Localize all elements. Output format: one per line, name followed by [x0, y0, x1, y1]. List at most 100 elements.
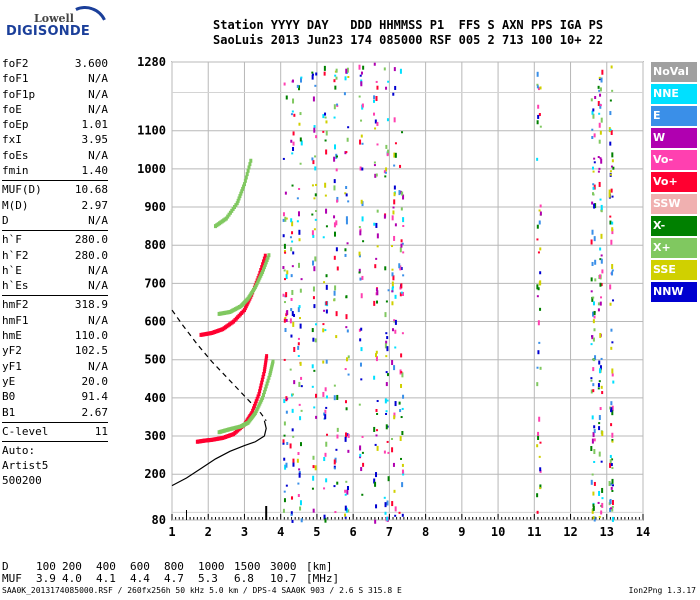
- noise-mark: [611, 516, 614, 522]
- noise-mark: [386, 440, 389, 443]
- noise-mark: [598, 516, 601, 519]
- param-row: hmE 110.0: [2, 328, 108, 343]
- trace-point: [258, 386, 262, 391]
- param-row: C-level 11: [2, 424, 108, 439]
- noise-mark: [325, 359, 328, 364]
- noise-mark: [537, 251, 540, 254]
- noise-mark: [359, 362, 362, 367]
- x-tick-label: 14: [636, 525, 650, 539]
- noise-mark: [601, 391, 604, 395]
- noise-mark: [345, 185, 348, 189]
- param-name: foE: [2, 102, 22, 116]
- noise-mark: [611, 458, 614, 461]
- legend-item: NNW: [651, 282, 697, 302]
- noise-mark: [312, 337, 315, 342]
- noise-mark: [391, 437, 394, 440]
- param-value: N/A: [88, 102, 108, 116]
- noise-mark: [375, 504, 378, 509]
- trace-point: [260, 265, 264, 270]
- noise-mark: [399, 247, 402, 253]
- noise-mark: [359, 166, 362, 171]
- noise-mark: [290, 513, 293, 516]
- noise-mark: [291, 519, 294, 523]
- scaled-parameters-panel: foF2 3.600 foF1 N/A foF1p N/A foE N/A foEp 1.01 fx…: [2, 56, 108, 488]
- noise-mark: [592, 296, 595, 299]
- noise-mark: [361, 142, 364, 145]
- noise-mark: [336, 104, 339, 107]
- param-value: N/A: [88, 72, 108, 86]
- noise-mark: [592, 301, 595, 306]
- noise-mark: [592, 383, 595, 387]
- noise-mark: [391, 215, 394, 221]
- x-tick-label: 10: [491, 525, 505, 539]
- noise-mark: [291, 428, 294, 432]
- noise-mark: [384, 266, 387, 271]
- noise-mark: [345, 151, 348, 154]
- noise-mark: [609, 99, 612, 102]
- trace-point: [261, 374, 265, 379]
- footer-value: 1500: [234, 560, 261, 573]
- noise-mark: [599, 274, 602, 279]
- noise-mark: [299, 323, 302, 329]
- trace-point: [263, 387, 267, 392]
- noise-mark: [400, 353, 403, 358]
- noise-mark: [611, 489, 614, 492]
- y-tick-label: 400: [144, 391, 166, 405]
- noise-mark: [333, 222, 336, 228]
- noise-mark: [598, 415, 601, 421]
- param-name: foEs: [2, 148, 29, 162]
- noise-mark: [333, 79, 336, 83]
- noise-mark: [391, 281, 394, 287]
- noise-mark: [344, 489, 347, 493]
- trace-point: [242, 184, 246, 189]
- legend-item: SSW: [651, 194, 697, 214]
- noise-mark: [374, 481, 377, 487]
- noise-mark: [333, 290, 336, 296]
- param-name: foF2: [2, 57, 29, 70]
- noise-mark: [323, 309, 326, 312]
- noise-mark: [322, 114, 325, 119]
- param-value: 2.97: [81, 198, 109, 212]
- noise-mark: [401, 291, 404, 296]
- noise-mark: [536, 238, 539, 241]
- noise-mark: [325, 301, 328, 306]
- legend-item: NNE: [651, 84, 697, 104]
- noise-mark: [592, 505, 595, 511]
- noise-mark: [376, 412, 379, 415]
- x-tick-label: 1: [168, 525, 175, 539]
- param-row: yF1 N/A: [2, 359, 108, 374]
- noise-mark: [609, 482, 612, 486]
- noise-mark: [536, 120, 539, 125]
- noise-mark: [538, 416, 541, 422]
- noise-mark: [599, 332, 602, 338]
- noise-mark: [386, 500, 389, 506]
- noise-mark: [598, 112, 601, 115]
- noise-mark: [291, 240, 294, 243]
- noise-mark: [345, 295, 348, 299]
- y-tick-label: 1280: [137, 55, 166, 69]
- noise-mark: [539, 487, 542, 490]
- noise-mark: [385, 144, 388, 149]
- noise-mark: [400, 383, 403, 388]
- trace-point: [265, 354, 269, 359]
- param-row: foF1 N/A: [2, 71, 108, 86]
- noise-mark: [324, 452, 327, 457]
- trace-point: [263, 253, 267, 258]
- trace-point: [265, 257, 269, 262]
- noise-mark: [592, 367, 595, 372]
- noise-mark: [611, 89, 614, 92]
- noise-mark: [290, 297, 293, 301]
- noise-mark: [325, 478, 328, 483]
- noise-mark: [325, 208, 328, 214]
- noise-mark: [290, 113, 293, 116]
- noise-mark: [362, 462, 365, 467]
- noise-mark: [360, 81, 363, 87]
- noise-mark: [539, 441, 542, 444]
- param-value: 102.5: [74, 344, 108, 358]
- noise-mark: [359, 74, 362, 77]
- noise-mark: [387, 451, 390, 454]
- noise-mark: [393, 67, 396, 72]
- noise-mark: [358, 328, 361, 332]
- noise-mark: [385, 332, 388, 335]
- param-row: MUF(D) 10.68: [2, 182, 108, 197]
